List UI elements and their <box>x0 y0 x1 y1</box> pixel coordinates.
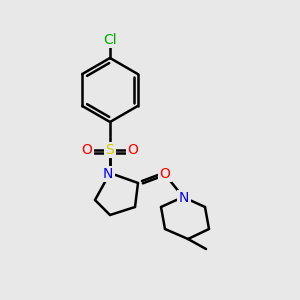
Text: O: O <box>160 167 170 181</box>
Text: N: N <box>179 191 189 205</box>
Text: S: S <box>106 143 114 157</box>
Text: O: O <box>128 143 138 157</box>
Text: Cl: Cl <box>103 33 117 47</box>
Text: N: N <box>103 167 113 181</box>
Text: O: O <box>82 143 92 157</box>
